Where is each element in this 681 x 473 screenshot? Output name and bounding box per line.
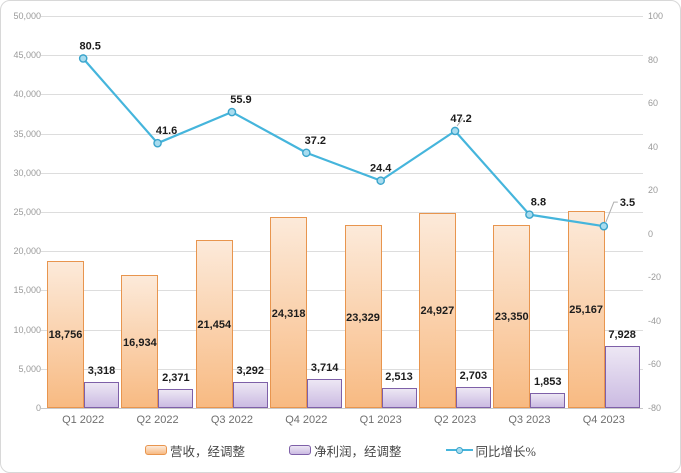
gridline [41, 55, 643, 57]
legend: 营收，经调整 净利润，经调整 同比增长% [1, 439, 680, 461]
legend-label-revenue: 营收，经调整 [170, 444, 246, 459]
gridline [41, 251, 643, 253]
left-axis-tick: 15,000 [13, 285, 41, 296]
gridline [41, 16, 643, 17]
right-axis-tick: 40 [648, 141, 659, 152]
net-profit-bar [307, 378, 343, 408]
left-axis-tick: 25,000 [13, 207, 41, 217]
category-label: Q2 2023 [433, 414, 477, 426]
net-profit-bar [455, 386, 491, 408]
net-profit-data-label: 7,928 [608, 328, 636, 341]
right-axis-tick: -80 [648, 403, 662, 413]
bar-cluster: 24,318 3,714 [269, 16, 343, 408]
category-label: Q1 2023 [359, 414, 402, 426]
right-axis-tick: -60 [648, 359, 662, 370]
right-axis-tick: 60 [648, 98, 659, 109]
bar-cluster: 18,756 3,318 [46, 16, 120, 408]
revenue-bar [195, 239, 233, 408]
gridline [41, 329, 643, 331]
legend-item-growth: 同比增长% [445, 441, 536, 460]
revenue-data-label: 23,350 [494, 311, 529, 324]
revenue-data-label: 16,934 [123, 336, 157, 349]
left-axis-tick: 30,000 [13, 167, 41, 178]
left-axis-tick: 10,000 [13, 324, 41, 335]
net-profit-bar [381, 388, 417, 408]
left-axis-tick: 0 [35, 403, 41, 413]
net-profit-bar [84, 382, 119, 408]
right-axis-tick: 80 [648, 54, 659, 65]
net-profit-bar [232, 382, 268, 408]
gridline [41, 368, 643, 370]
left-axis-tick: 20,000 [13, 246, 41, 257]
net-profit-data-label: 1,853 [533, 376, 562, 389]
right-axis-tick: -20 [648, 272, 662, 283]
bar-cluster: 24,927 2,703 [418, 16, 492, 408]
revenue-bar [344, 225, 382, 408]
category-label: Q1 2022 [62, 414, 105, 426]
net-profit-data-label: 2,371 [162, 372, 190, 385]
bar-cluster: 23,350 1,853 [492, 16, 566, 408]
bar-cluster: 21,454 3,292 [195, 16, 269, 408]
right-axis-tick: 20 [648, 185, 659, 196]
left-axis-tick: 5,000 [18, 363, 41, 374]
category-label: Q3 2023 [508, 414, 551, 426]
revenue-bar [47, 260, 84, 408]
revenue-bar [418, 212, 456, 408]
revenue-data-label: 18,756 [48, 329, 83, 342]
net-profit-data-label: 3,714 [310, 361, 339, 374]
category-label: Q2 2022 [136, 414, 179, 426]
right-axis-tick: 0 [648, 228, 654, 239]
net-profit-bar [604, 345, 640, 408]
net-profit-bar [158, 389, 194, 408]
revenue-data-label: 24,927 [420, 305, 455, 318]
legend-item-revenue: 营收，经调整 [145, 441, 245, 460]
net-profit-data-label: 3,318 [87, 365, 116, 377]
category-label: Q3 2022 [210, 414, 254, 426]
net-profit-legend-swatch-icon [289, 445, 312, 455]
category-label: Q4 2022 [285, 414, 328, 426]
bar-cluster: 23,329 2,513 [344, 16, 418, 408]
revenue-legend-swatch-icon [145, 445, 168, 455]
revenue-bar [493, 224, 531, 408]
bar-cluster: 25,167 7,928 [567, 16, 641, 408]
left-axis-tick: 35,000 [13, 128, 41, 139]
legend-label-net-profit: 净利润，经调整 [314, 444, 402, 459]
right-axis-tick: 100 [648, 11, 664, 21]
legend-item-net-profit: 净利润，经调整 [289, 441, 402, 460]
left-axis-tick: 45,000 [13, 50, 41, 61]
gridline [41, 290, 643, 292]
left-axis-tick: 40,000 [13, 89, 41, 100]
left-axis-tick: 50,000 [13, 11, 41, 21]
revenue-data-label: 23,329 [346, 311, 380, 324]
net-profit-data-label: 2,513 [385, 371, 413, 384]
net-profit-data-label: 2,703 [459, 369, 488, 382]
revenue-bar [567, 210, 605, 408]
gridline [41, 408, 643, 409]
right-axis-tick: -40 [648, 315, 662, 326]
category-label: Q4 2023 [582, 414, 625, 426]
revenue-data-label: 21,454 [197, 318, 232, 331]
net-profit-data-label: 3,292 [236, 365, 265, 378]
plot-area: 18,756 3,318 16,934 2,371 21,454 3,292 24,318 3… [46, 16, 641, 408]
revenue-bar [121, 275, 159, 408]
growth-legend-swatch-icon [445, 446, 473, 455]
revenue-data-label: 25,167 [569, 304, 603, 317]
net-profit-bar [530, 393, 566, 408]
revenue-data-label: 24,318 [271, 307, 306, 320]
bar-cluster: 16,934 2,371 [120, 16, 194, 408]
legend-label-growth: 同比增长% [475, 444, 536, 459]
